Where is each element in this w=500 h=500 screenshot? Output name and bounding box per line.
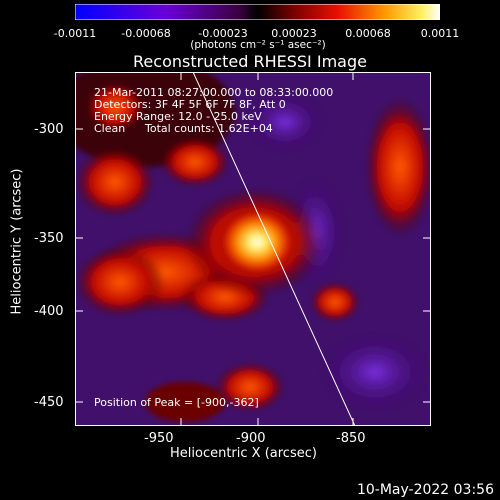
y-tick-label: -450 [34, 395, 64, 410]
x-tick-label: -850 [336, 431, 366, 446]
y-tick-label: -400 [34, 304, 64, 319]
y-tick-label: -350 [34, 231, 64, 246]
colorbar-tick-label: 0.0011 [420, 27, 460, 40]
x-axis-label: Heliocentric X (arcsec) [170, 446, 317, 461]
colorbar [75, 4, 440, 20]
method-label: Clean [94, 122, 126, 135]
axis-ticks [75, 72, 431, 426]
plot-frame [75, 72, 431, 426]
colorbar-tick-label: 0.00023 [271, 27, 317, 40]
emission-map [75, 72, 431, 422]
observation-time: 21-Mar-2011 08:27:00.000 to 08:33:00.000 [94, 86, 334, 99]
colorbar-tick-label: -0.00023 [198, 27, 248, 40]
detectors-info: Detectors: 3F 4F 5F 6F 7F 8F, Att 0 [94, 98, 286, 111]
x-tick-label: -950 [144, 431, 174, 446]
colorbar-tick-label: -0.00068 [121, 27, 171, 40]
footer-timestamp: 10-May-2022 03:56 [356, 482, 494, 498]
energy-range: Energy Range: 12.0 - 25.0 keV [94, 110, 262, 123]
colorbar-tick-label: -0.0011 [53, 27, 97, 40]
y-tick-label: -300 [34, 122, 64, 137]
y-axis-label: Heliocentric Y (arcsec) [9, 168, 25, 315]
colorbar-tick-label: 0.00068 [345, 27, 391, 40]
x-tick-label: -900 [236, 431, 266, 446]
image-plot [75, 72, 431, 426]
total-counts: Total counts: 1.62E+04 [145, 122, 273, 135]
peak-position: Position of Peak = [-900,-362] [94, 396, 259, 409]
solar-limb-line [192, 72, 356, 426]
plot-title: Reconstructed RHESSI Image [133, 52, 367, 71]
colorbar-units: (photons cm⁻² s⁻¹ asec⁻²) [190, 39, 326, 51]
